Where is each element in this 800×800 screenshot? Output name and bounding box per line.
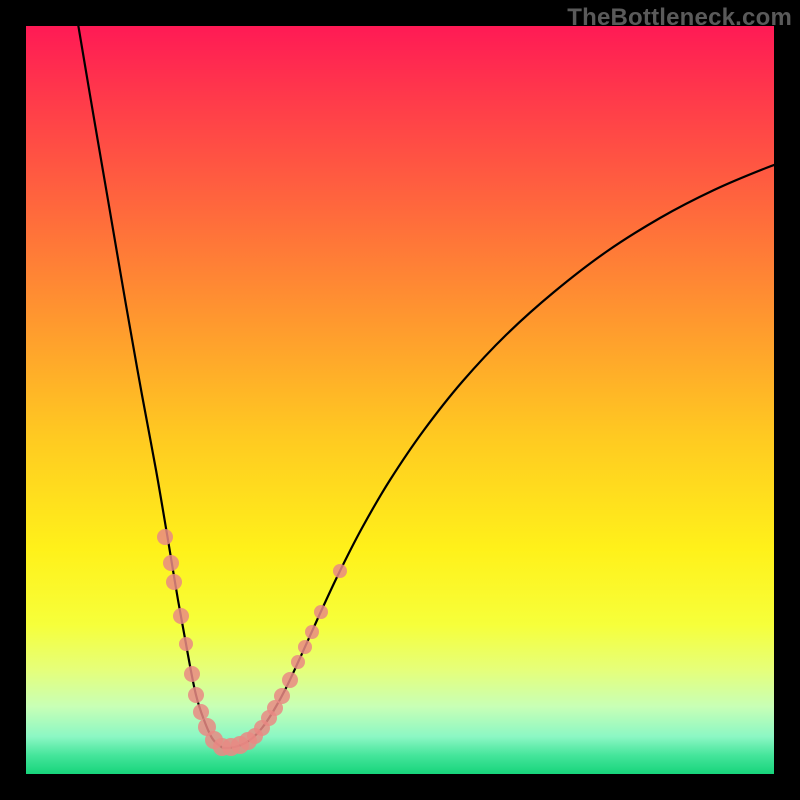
- v-curve-path: [74, 0, 800, 748]
- data-marker: [333, 564, 347, 578]
- data-marker: [188, 687, 204, 703]
- data-marker: [173, 608, 189, 624]
- data-marker: [291, 655, 305, 669]
- data-marker: [166, 574, 182, 590]
- data-marker: [282, 672, 298, 688]
- data-marker: [193, 704, 209, 720]
- data-marker: [157, 529, 173, 545]
- data-marker: [314, 605, 328, 619]
- marker-group: [157, 529, 347, 756]
- data-marker: [163, 555, 179, 571]
- watermark-text: TheBottleneck.com: [567, 4, 792, 32]
- data-marker: [298, 640, 312, 654]
- chart-svg: [26, 26, 774, 774]
- data-marker: [179, 637, 193, 651]
- data-marker: [274, 688, 290, 704]
- data-marker: [305, 625, 319, 639]
- plot-area: [26, 26, 774, 774]
- data-marker: [184, 666, 200, 682]
